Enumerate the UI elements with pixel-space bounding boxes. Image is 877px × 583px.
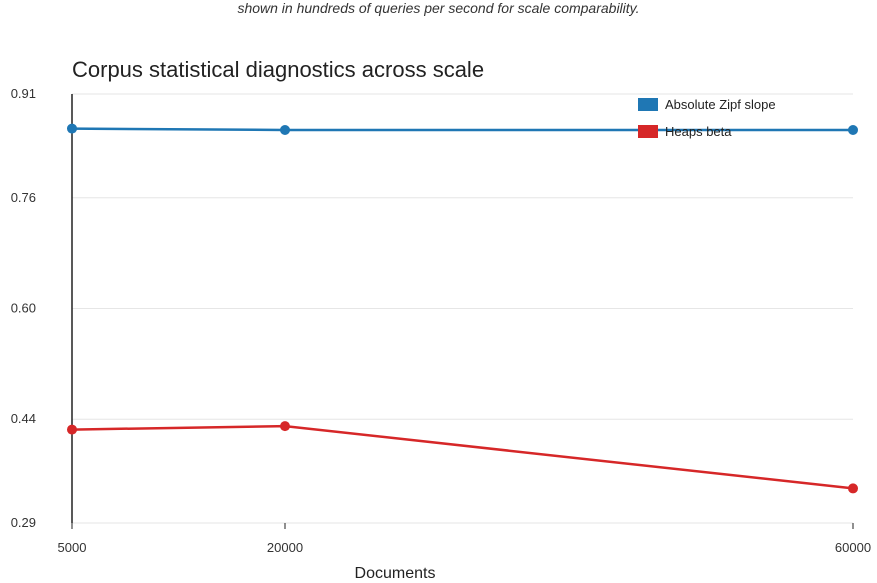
- grid-lines: [72, 93, 853, 524]
- x-tick-label: 60000: [835, 540, 871, 555]
- legend-label: Heaps beta: [665, 124, 732, 139]
- series-line-1: [71, 424, 854, 490]
- legend-swatch: [638, 98, 658, 111]
- legend: Absolute Zipf slope Heaps beta: [638, 97, 776, 139]
- data-point: [67, 424, 77, 435]
- x-tick-labels: 5000 20000 60000: [58, 523, 871, 555]
- series-line-0: [71, 127, 853, 132]
- chart-caption: shown in hundreds of queries per second …: [237, 0, 640, 16]
- y-tick-label: 0.44: [11, 411, 36, 426]
- y-tick-label: 0.76: [11, 190, 36, 205]
- y-tick-label: 0.29: [11, 515, 36, 530]
- data-point: [280, 421, 290, 432]
- legend-label: Absolute Zipf slope: [665, 97, 776, 112]
- data-point: [848, 124, 858, 135]
- y-tick-labels: 0.91 0.76 0.60 0.44 0.29: [11, 86, 36, 530]
- data-point: [67, 123, 77, 134]
- x-tick-label: 5000: [58, 540, 87, 555]
- chart-title: Corpus statistical diagnostics across sc…: [72, 57, 484, 82]
- data-point: [280, 124, 290, 135]
- legend-swatch: [638, 125, 658, 138]
- series-group: [67, 123, 858, 494]
- y-tick-label: 0.60: [11, 301, 36, 316]
- x-axis-label: Documents: [355, 565, 436, 582]
- data-point: [848, 483, 858, 494]
- x-tick-label: 20000: [267, 540, 303, 555]
- y-tick-label: 0.91: [11, 86, 36, 101]
